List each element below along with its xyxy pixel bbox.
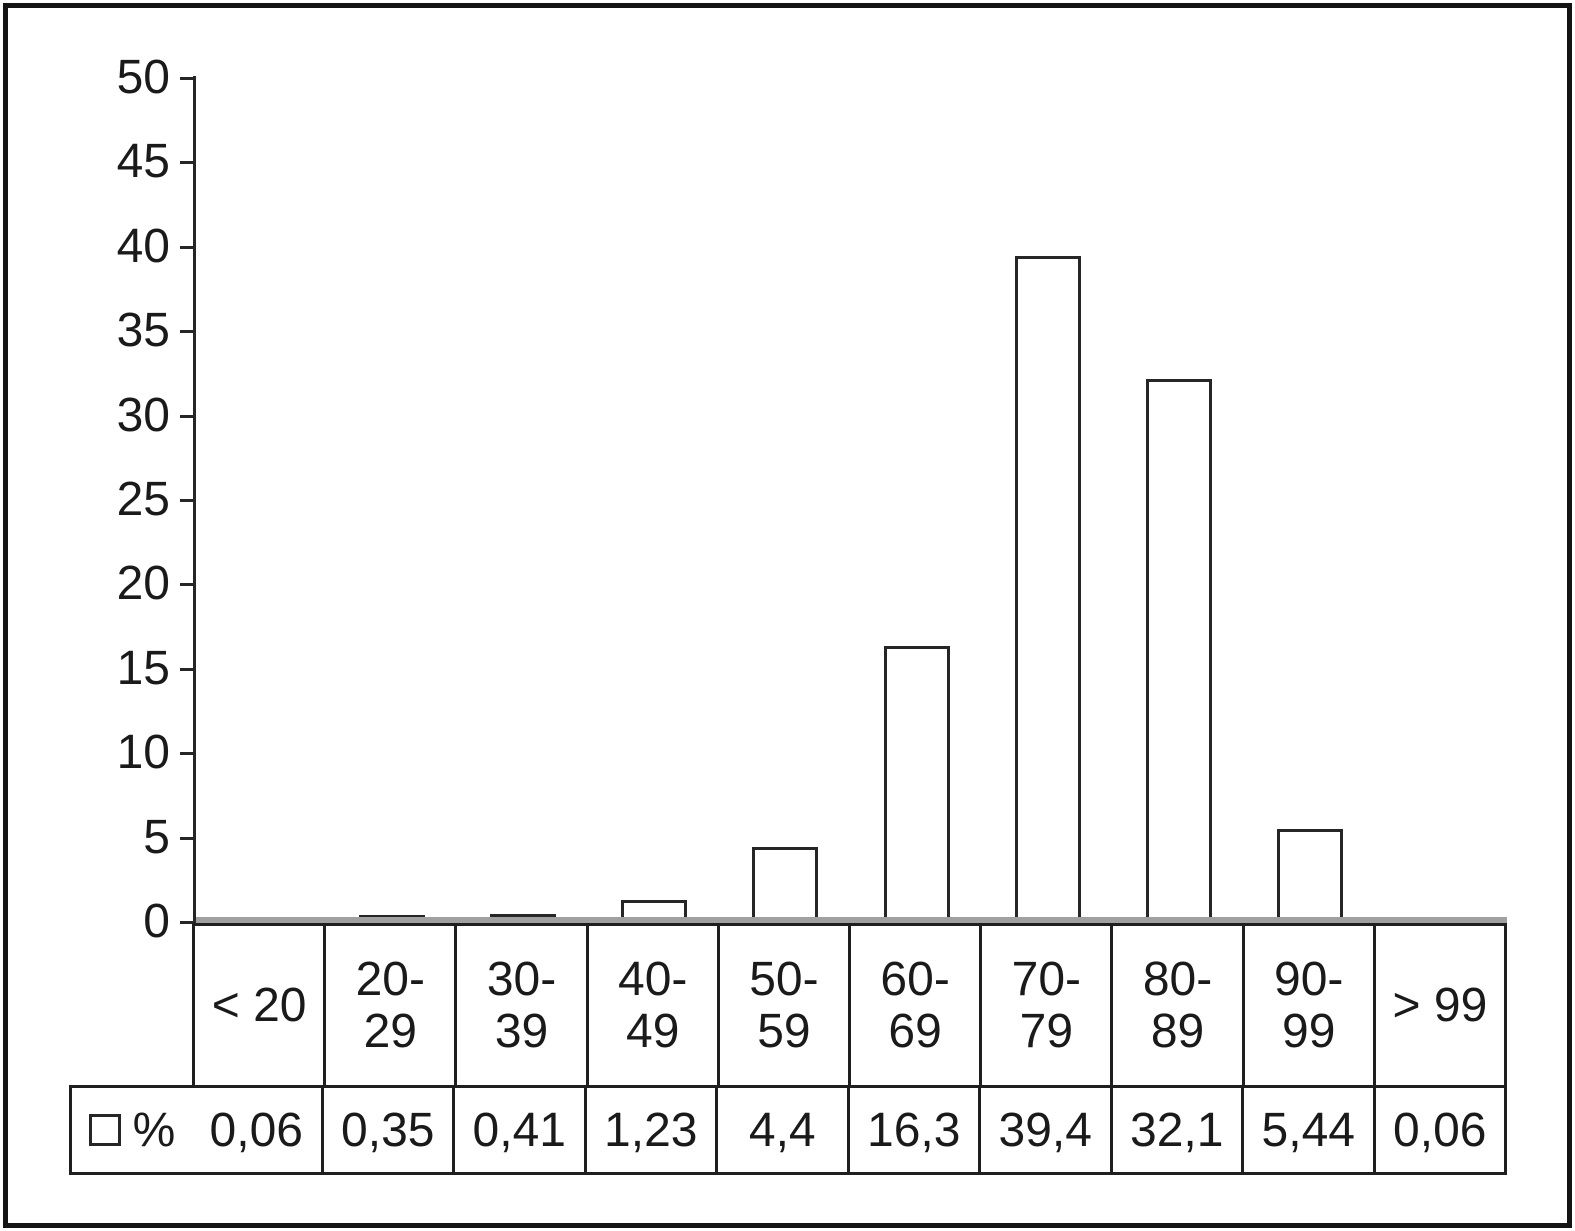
value-cell-20-29: 0,35 bbox=[320, 1088, 453, 1172]
legend-series-label: % bbox=[132, 1103, 176, 1157]
category-label-70-79: 70- 79 bbox=[979, 926, 1110, 1085]
y-axis-tick-label: 30 bbox=[116, 389, 170, 442]
y-axis-tick bbox=[180, 161, 193, 164]
bar-80-89 bbox=[1146, 379, 1212, 924]
value-cell-90-99: 5,44 bbox=[1241, 1088, 1373, 1172]
value-table-row: % 0,06 0,35 0,41 1,23 4,4 16,3 39,4 32,1 5,44 0,0… bbox=[69, 1085, 1507, 1175]
y-axis-tick bbox=[180, 415, 193, 418]
value-cell-80-89: 32,1 bbox=[1109, 1088, 1242, 1172]
value-cell-40-49: 1,23 bbox=[583, 1088, 716, 1172]
bar-60-69 bbox=[884, 646, 950, 924]
category-axis-baseline bbox=[195, 917, 1507, 923]
category-label-< 20: < 20 bbox=[211, 978, 307, 1032]
bar-70-79 bbox=[1015, 256, 1081, 924]
y-axis-tick-label: 50 bbox=[116, 51, 170, 104]
y-axis-tick-label: 35 bbox=[116, 304, 170, 357]
y-axis-tick bbox=[180, 583, 193, 586]
y-axis-tick-label: 20 bbox=[116, 557, 170, 610]
y-axis-line bbox=[193, 76, 196, 927]
y-axis-tick-label: 25 bbox=[116, 473, 170, 526]
category-label-> 99: > 99 bbox=[1372, 926, 1504, 1085]
y-axis-tick bbox=[180, 752, 193, 755]
y-axis-tick bbox=[180, 77, 193, 80]
bar-90-99 bbox=[1277, 829, 1343, 924]
value-cell-70-79: 39,4 bbox=[978, 1088, 1110, 1172]
category-label-90-99: 90- 99 bbox=[1241, 926, 1373, 1085]
y-axis-tick bbox=[180, 837, 193, 840]
category-axis-table-row: < 20 20- 29 30- 39 40- 49 50- 59 60- 69 70- 79 80- 89 9… bbox=[192, 923, 1507, 1085]
value-cell-60-69: 16,3 bbox=[846, 1088, 979, 1172]
y-axis-tick-label: 15 bbox=[116, 642, 170, 695]
y-axis-tick bbox=[180, 668, 193, 671]
value-cell-50-59: 4,4 bbox=[715, 1088, 847, 1172]
category-label-40-49: 40- 49 bbox=[585, 926, 717, 1085]
y-axis-tick-label: 45 bbox=[116, 135, 170, 188]
category-label-50-59: 50- 59 bbox=[716, 926, 848, 1085]
y-axis-tick bbox=[180, 499, 193, 502]
category-label-60-69: 60- 69 bbox=[848, 926, 979, 1085]
y-axis-tick bbox=[180, 921, 193, 924]
category-label-30-39: 30- 39 bbox=[454, 926, 585, 1085]
value-cell-> 99: 0,06 bbox=[1372, 1088, 1505, 1172]
y-axis-tick-label: 10 bbox=[116, 726, 170, 779]
category-label-20-29: 20- 29 bbox=[323, 926, 454, 1085]
category-label-80-89: 80- 89 bbox=[1110, 926, 1241, 1085]
bar-50-59 bbox=[752, 847, 818, 924]
value-cell-30-39: 0,41 bbox=[452, 1088, 584, 1172]
y-axis-tick-label: 40 bbox=[116, 220, 170, 273]
y-axis-tick bbox=[180, 330, 193, 333]
legend-cell: % bbox=[72, 1088, 192, 1172]
value-cell-< 20: 0,06 bbox=[209, 1103, 303, 1157]
y-axis-tick-label: 0 bbox=[143, 895, 170, 948]
y-axis-tick bbox=[180, 246, 193, 249]
y-axis-tick-label: 5 bbox=[143, 811, 170, 864]
percent-series-swatch-icon bbox=[88, 1114, 121, 1146]
